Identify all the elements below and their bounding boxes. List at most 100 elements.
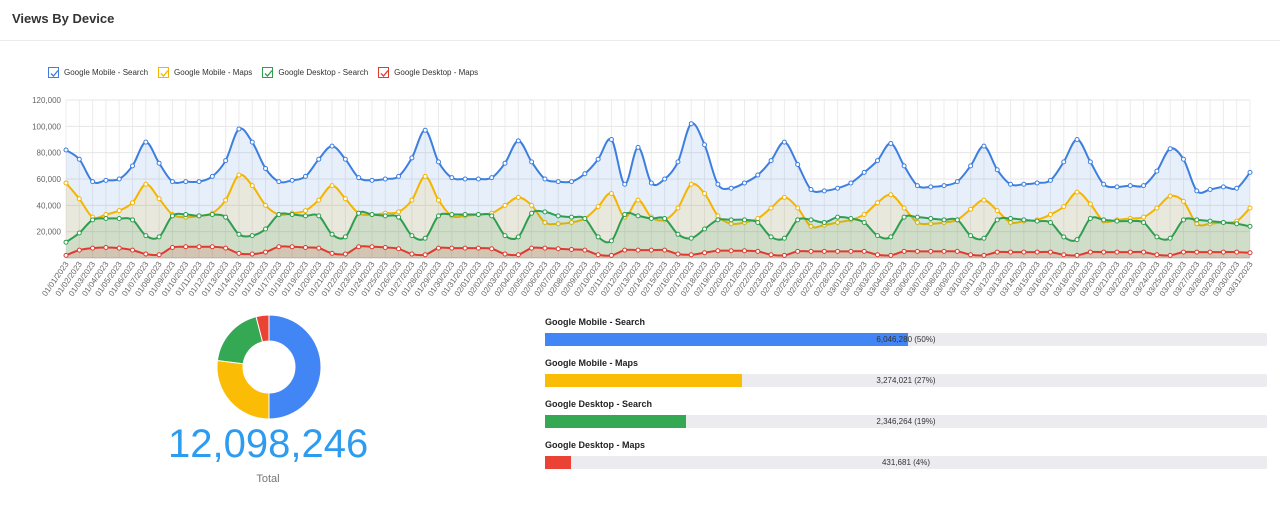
legend-item-desktop-maps[interactable]: Google Desktop - Maps — [378, 67, 478, 78]
data-point — [875, 252, 881, 258]
data-point — [302, 213, 308, 219]
data-point — [1247, 223, 1253, 229]
data-point — [329, 183, 335, 189]
data-point — [555, 179, 561, 185]
data-point — [143, 181, 149, 187]
views-area-chart: 120,000100,00080,00060,00040,00020,00001… — [32, 96, 1255, 298]
data-point — [502, 233, 508, 239]
data-point — [356, 210, 362, 216]
data-point — [1180, 156, 1186, 162]
data-point — [848, 216, 854, 221]
data-point — [1234, 221, 1240, 227]
breakdown-name: Google Mobile - Search — [545, 317, 646, 327]
data-point — [236, 172, 242, 178]
data-point — [542, 219, 548, 225]
data-point — [1021, 181, 1027, 187]
data-point — [263, 226, 269, 232]
data-point — [90, 245, 96, 251]
data-point — [1008, 249, 1014, 255]
data-point — [821, 188, 827, 194]
data-point — [1154, 252, 1160, 258]
data-point — [1008, 181, 1014, 187]
data-point — [795, 217, 801, 223]
data-point — [409, 251, 415, 257]
data-point — [622, 212, 628, 218]
data-point — [489, 175, 495, 181]
data-point — [515, 138, 521, 144]
data-point — [901, 214, 907, 220]
data-point — [635, 247, 641, 253]
checkbox-checked-icon[interactable] — [48, 67, 59, 78]
breakdown-track: 431,681 (4%) — [545, 456, 1267, 469]
data-point — [63, 147, 69, 153]
data-point — [1047, 212, 1053, 218]
legend-label: Google Desktop - Maps — [394, 68, 479, 77]
data-point — [1008, 216, 1014, 221]
data-point — [169, 244, 175, 250]
data-point — [608, 238, 614, 244]
data-point — [741, 248, 747, 254]
y-tick-label: 80,000 — [37, 149, 62, 158]
data-point — [781, 235, 787, 241]
legend-item-mobile-search[interactable]: Google Mobile - Search — [48, 67, 148, 78]
data-point — [715, 217, 721, 223]
data-point — [76, 156, 82, 162]
series-4 — [63, 244, 1253, 258]
data-point — [555, 213, 561, 219]
data-point — [1167, 146, 1173, 152]
data-point — [555, 221, 561, 227]
data-point — [475, 245, 481, 251]
data-point — [675, 205, 681, 211]
data-point — [156, 196, 162, 202]
data-point — [835, 248, 841, 254]
data-point — [435, 159, 441, 165]
checkbox-checked-icon[interactable] — [158, 67, 170, 78]
data-point — [569, 179, 575, 185]
data-point — [981, 235, 987, 241]
series-2 — [63, 172, 1253, 258]
data-point — [422, 173, 428, 179]
data-point — [422, 235, 428, 241]
series-area — [66, 246, 1250, 258]
data-point — [1207, 249, 1213, 255]
data-point — [675, 159, 681, 165]
donut-slice — [216, 359, 270, 420]
data-point — [1194, 217, 1200, 223]
data-point — [1087, 216, 1093, 221]
data-point — [316, 245, 322, 251]
data-point — [1074, 237, 1080, 243]
data-point — [489, 246, 495, 252]
data-point — [1114, 249, 1120, 255]
legend-item-mobile-maps[interactable]: Google Mobile - Maps — [158, 67, 252, 78]
data-point — [1127, 183, 1133, 189]
data-point — [888, 234, 894, 240]
breakdown-value: 3,274,021 (27%) — [876, 376, 936, 385]
y-tick-label: 40,000 — [37, 201, 62, 210]
data-point — [1021, 249, 1027, 255]
data-point — [755, 172, 761, 178]
checkbox-checked-icon[interactable] — [378, 67, 390, 78]
data-point — [249, 139, 255, 145]
data-point — [329, 250, 335, 256]
data-point — [502, 251, 508, 257]
data-point — [529, 159, 535, 165]
data-point — [223, 214, 229, 220]
legend-item-desktop-search[interactable]: Google Desktop - Search — [262, 67, 368, 78]
data-point — [342, 251, 348, 257]
data-point — [781, 194, 787, 200]
data-point — [1154, 234, 1160, 240]
data-point — [289, 177, 295, 183]
data-point — [90, 217, 96, 223]
data-point — [941, 217, 947, 223]
data-point — [209, 244, 215, 250]
data-point — [795, 248, 801, 254]
data-point — [968, 233, 974, 239]
data-point — [569, 219, 575, 225]
data-point — [981, 143, 987, 149]
checkbox-checked-icon[interactable] — [262, 67, 274, 78]
data-point — [821, 248, 827, 254]
data-point — [1167, 193, 1173, 199]
data-point — [1061, 234, 1067, 240]
data-point — [143, 139, 149, 145]
data-point — [835, 185, 841, 191]
